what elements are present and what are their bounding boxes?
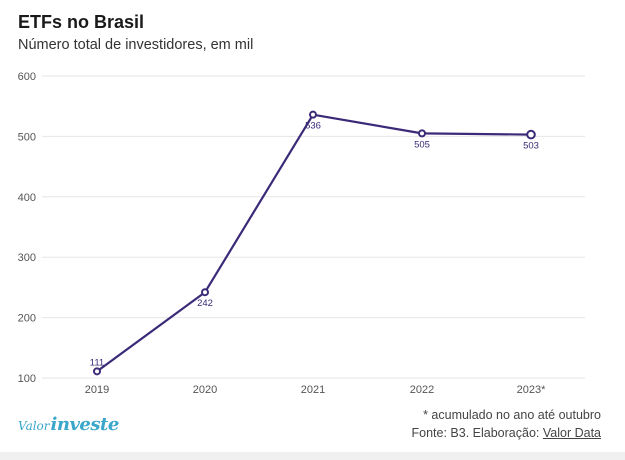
x-tick-label: 2022 bbox=[410, 384, 434, 396]
y-tick-label: 400 bbox=[18, 192, 36, 204]
data-label: 111 bbox=[90, 357, 104, 368]
data-point bbox=[526, 129, 536, 140]
source-link[interactable]: Valor Data bbox=[542, 426, 601, 440]
x-tick-label: 2019 bbox=[85, 384, 109, 396]
x-tick-label: 2023* bbox=[517, 384, 546, 396]
data-label: 505 bbox=[414, 139, 430, 150]
line-chart: 100 200 300 400 500 600 2019 2020 2021 2022 2023* 1… bbox=[18, 71, 585, 396]
data-point bbox=[418, 129, 426, 138]
data-point bbox=[201, 288, 209, 297]
data-label: 503 bbox=[523, 141, 539, 152]
y-tick-label: 200 bbox=[18, 313, 36, 325]
bottom-bar bbox=[0, 452, 625, 460]
source-line: Fonte: B3. Elaboração: Valor Data bbox=[412, 426, 601, 440]
logo-investe-text: investe bbox=[50, 414, 120, 435]
logo-valor-text: Valor bbox=[18, 419, 50, 433]
x-tick-label: 2020 bbox=[193, 384, 217, 396]
series-line bbox=[96, 113, 532, 373]
chart-subtitle: Número total de investidores, em mil bbox=[18, 37, 254, 53]
data-point bbox=[309, 110, 317, 119]
x-tick-label: 2021 bbox=[301, 384, 325, 396]
y-tick-label: 100 bbox=[18, 373, 36, 385]
data-label: 536 bbox=[305, 121, 321, 132]
y-tick-label: 600 bbox=[18, 71, 36, 83]
footnote: * acumulado no ano até outubro bbox=[423, 408, 601, 422]
source-prefix: Fonte: B3. Elaboração: bbox=[411, 426, 543, 440]
data-label: 242 bbox=[197, 298, 213, 309]
valor-investe-logo: Valor investe bbox=[18, 414, 119, 436]
data-point bbox=[93, 367, 101, 376]
chart-title: ETFs no Brasil bbox=[18, 12, 145, 32]
y-tick-label: 500 bbox=[18, 131, 36, 143]
y-tick-label: 300 bbox=[18, 252, 36, 264]
